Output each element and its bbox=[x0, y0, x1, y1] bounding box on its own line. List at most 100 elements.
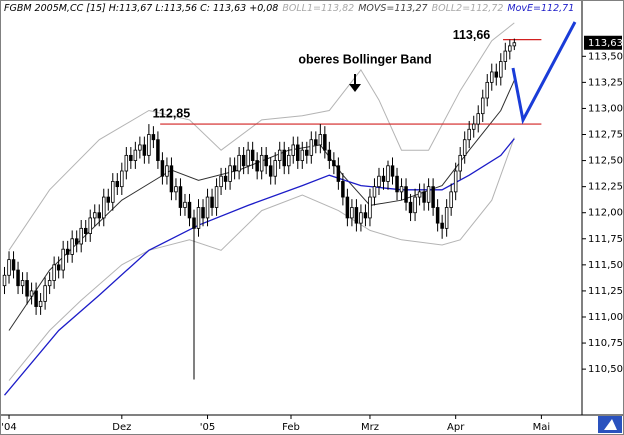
candle-body bbox=[273, 160, 277, 177]
candle-body bbox=[480, 97, 485, 115]
candle-body bbox=[512, 42, 517, 47]
last-price-box bbox=[584, 35, 622, 50]
candle-body bbox=[318, 134, 323, 146]
candle-body bbox=[485, 81, 490, 99]
candle-body bbox=[241, 154, 246, 167]
candle-body bbox=[65, 248, 70, 255]
candle-body bbox=[314, 139, 318, 146]
candle-body bbox=[458, 154, 462, 172]
candle-body bbox=[7, 259, 11, 276]
candle-body bbox=[431, 186, 435, 208]
corner-icon-glyph bbox=[604, 419, 617, 430]
candle-body bbox=[264, 154, 268, 167]
candle-body bbox=[277, 149, 282, 161]
indicator-line bbox=[8, 137, 515, 381]
candle-body bbox=[156, 139, 160, 161]
candle-body bbox=[449, 191, 453, 208]
candle-body bbox=[350, 207, 354, 219]
y-tick-label: 111,00 bbox=[588, 312, 623, 323]
y-tick-label: 111,25 bbox=[588, 286, 623, 297]
candle-body bbox=[413, 196, 417, 214]
x-tick-label: '05 bbox=[200, 422, 215, 433]
candle-body bbox=[133, 149, 138, 161]
candle-body bbox=[381, 175, 386, 182]
x-tick-label: Dez bbox=[112, 422, 131, 433]
candle-body bbox=[286, 154, 291, 167]
arrow-head bbox=[349, 84, 361, 92]
candle-body bbox=[237, 154, 241, 172]
projection-line bbox=[511, 21, 577, 125]
candle-body bbox=[471, 123, 476, 130]
candle-body bbox=[219, 175, 223, 188]
candle-body bbox=[426, 186, 431, 203]
candle-body bbox=[503, 50, 508, 62]
candle-body bbox=[395, 175, 399, 193]
candle-body bbox=[16, 269, 20, 287]
y-tick-label: 112,25 bbox=[588, 182, 623, 193]
y-tick-label: 113,50 bbox=[588, 51, 623, 62]
candle-body bbox=[52, 264, 56, 281]
candle-body bbox=[115, 181, 120, 188]
y-tick-label: 113,00 bbox=[588, 103, 623, 114]
candle-body bbox=[34, 290, 38, 307]
candle-body bbox=[255, 160, 259, 172]
candle-body bbox=[323, 134, 327, 151]
annotation-label: 113,66 bbox=[453, 28, 491, 42]
candle-body bbox=[372, 186, 377, 198]
candle-body bbox=[246, 149, 250, 167]
candle-body bbox=[83, 227, 88, 234]
header-item: MovE=112,71 bbox=[507, 3, 574, 14]
y-tick-label: 110,50 bbox=[588, 364, 623, 375]
candle-body bbox=[354, 207, 359, 224]
candle-body bbox=[178, 186, 183, 208]
candle-body bbox=[2, 274, 7, 287]
candle-body bbox=[102, 196, 106, 219]
y-tick-label: 112,75 bbox=[588, 130, 623, 141]
candle-body bbox=[305, 149, 309, 156]
candle-body bbox=[499, 61, 503, 78]
candle-body bbox=[147, 134, 151, 156]
candle-body bbox=[363, 212, 368, 219]
candle-body bbox=[268, 165, 273, 177]
candle-body bbox=[138, 144, 142, 151]
candle-body bbox=[444, 207, 449, 229]
candle-body bbox=[291, 144, 296, 156]
candle-body bbox=[214, 186, 219, 208]
candle-body bbox=[43, 285, 47, 302]
x-tick-label: Apr bbox=[447, 422, 465, 433]
candle-body bbox=[309, 139, 314, 156]
candle-body bbox=[74, 238, 79, 245]
candle-body bbox=[327, 149, 332, 161]
candle-body bbox=[47, 280, 52, 287]
candle-body bbox=[183, 201, 187, 208]
candle-body bbox=[476, 113, 480, 125]
candle-body bbox=[399, 186, 404, 193]
candle-body bbox=[20, 280, 25, 287]
candle-body bbox=[92, 212, 97, 219]
candle-body bbox=[345, 196, 350, 219]
candle-body bbox=[201, 207, 205, 219]
candle-body bbox=[210, 196, 214, 208]
candle-body bbox=[435, 207, 440, 224]
candle-body bbox=[11, 259, 16, 271]
candle-body bbox=[192, 217, 196, 229]
candle-body bbox=[508, 45, 512, 52]
y-tick-label: 111,75 bbox=[588, 234, 623, 245]
candle-body bbox=[142, 144, 147, 156]
candle-body bbox=[332, 160, 336, 167]
candle-body bbox=[151, 134, 156, 141]
candle-body bbox=[377, 175, 381, 188]
candle-body bbox=[232, 165, 237, 172]
indicator-line bbox=[4, 138, 515, 396]
header-item: MOVS=113,27 bbox=[358, 3, 427, 14]
header-item: BOLL2=112,72 bbox=[432, 3, 504, 14]
x-tick-label: Mrz bbox=[361, 422, 379, 433]
annotation: oberes Bollinger Band bbox=[298, 52, 431, 66]
candle-body bbox=[296, 144, 300, 161]
candle-body bbox=[228, 165, 232, 182]
candle-body bbox=[120, 170, 124, 188]
x-tick-label: '04 bbox=[1, 422, 16, 433]
y-tick-label: 110,75 bbox=[588, 338, 623, 349]
y-tick-label: 113,25 bbox=[588, 77, 623, 88]
candle-body bbox=[196, 207, 201, 229]
